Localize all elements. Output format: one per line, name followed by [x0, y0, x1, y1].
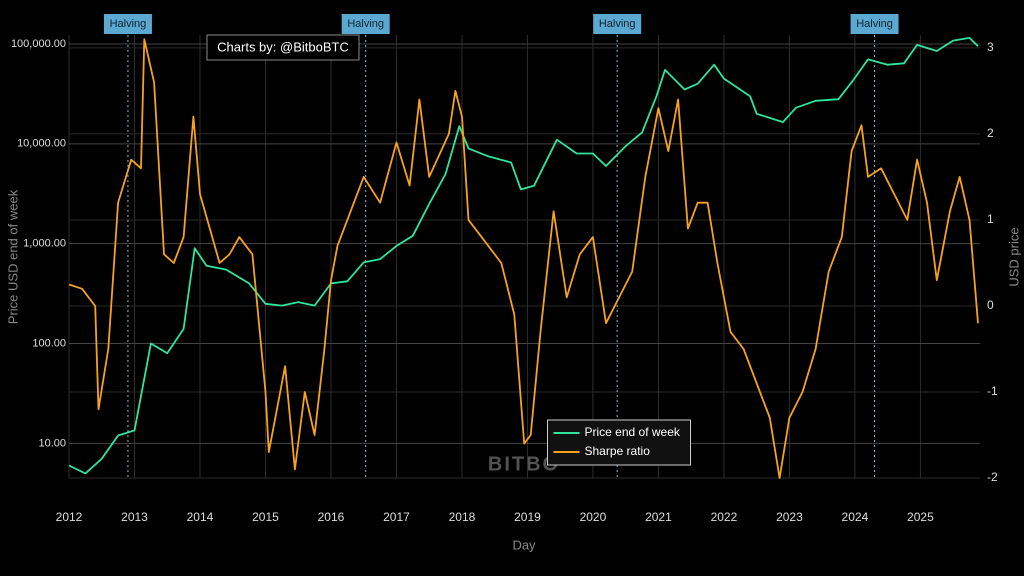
halving-label: Halving	[347, 18, 384, 30]
x-tick-label: 2024	[842, 510, 869, 524]
halving-label: Halving	[110, 18, 147, 30]
x-tick-label: 2014	[187, 510, 214, 524]
halving-label: Halving	[599, 18, 636, 30]
x-tick-label: 2013	[121, 510, 148, 524]
halving-label-box	[341, 14, 390, 34]
y2-tick-label: -1	[987, 384, 998, 398]
y-tick-label: 10.00	[38, 437, 66, 449]
x-tick-label: 2019	[514, 510, 541, 524]
x-tick-label: 2025	[907, 510, 934, 524]
x-tick-label: 2021	[645, 510, 672, 524]
legend-label: Price end of week	[585, 425, 681, 439]
data-line	[68, 38, 979, 479]
legend-label: Sharpe ratio	[585, 444, 651, 458]
y2-axis-title: USD price	[1006, 227, 1021, 286]
halving-label-box	[593, 14, 642, 34]
x-tick-label: 2020	[580, 510, 607, 524]
x-tick-label: 2018	[449, 510, 476, 524]
credit-box	[206, 34, 360, 61]
y-tick-label: 100,000.00	[11, 38, 66, 50]
y-tick-label: 10,000.00	[17, 138, 66, 150]
watermark: BITBO	[488, 453, 560, 475]
halving-label: Halving	[856, 18, 893, 30]
x-tick-label: 2022	[711, 510, 738, 524]
y-tick-label: 1,000.00	[23, 238, 66, 250]
x-tick-label: 2012	[56, 510, 83, 524]
halving-label-box	[103, 14, 152, 34]
y2-tick-label: 1	[987, 212, 994, 226]
y2-tick-label: 2	[987, 126, 994, 140]
x-tick-label: 2023	[776, 510, 803, 524]
y-tick-label: 100.00	[32, 337, 66, 349]
credit: Charts by: @BitboBTC	[217, 39, 349, 54]
y-axis-title: Price USD end of week	[5, 189, 20, 324]
x-tick-label: 2015	[252, 510, 279, 524]
x-axis-title: Day	[512, 537, 536, 552]
x-tick-label: 2017	[383, 510, 410, 524]
y2-tick-label: -2	[987, 470, 998, 484]
y2-tick-label: 3	[987, 40, 994, 54]
y2-tick-label: 0	[987, 298, 994, 312]
halving-label-box	[850, 14, 899, 34]
data-line	[68, 37, 979, 475]
x-tick-label: 2016	[318, 510, 345, 524]
legend-box	[547, 419, 691, 466]
